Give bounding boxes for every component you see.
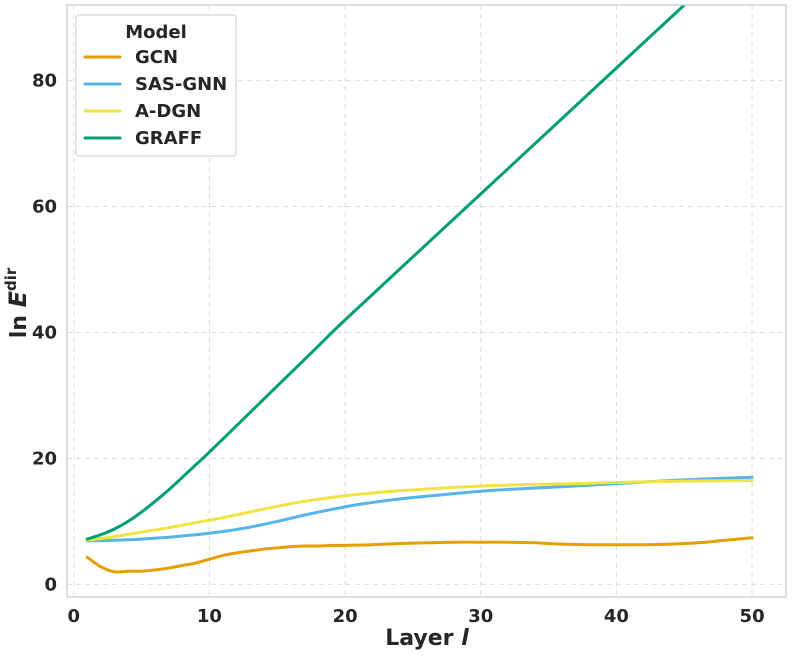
legend: Model GCN SAS-GNN A-DGN GRAFF xyxy=(75,14,237,157)
series-line-graff xyxy=(85,5,686,541)
y-tick-label: 60 xyxy=(32,197,57,218)
y-tick-labels: 0 20 40 60 80 xyxy=(32,71,57,596)
legend-box xyxy=(75,14,237,157)
y-tick-label: 40 xyxy=(32,322,57,343)
plot-frame xyxy=(66,4,787,598)
y-tick-label: 20 xyxy=(32,448,57,469)
x-tick-label: 40 xyxy=(604,606,629,627)
y-tick-label: 0 xyxy=(44,574,57,595)
series-line-sas-gnn xyxy=(85,475,754,543)
x-tick-label: 30 xyxy=(468,606,493,627)
x-tick-label: 20 xyxy=(333,606,358,627)
y-tick-label: 80 xyxy=(32,71,57,92)
x-tick-labels: 0 10 20 30 40 50 xyxy=(68,606,765,627)
x-tick-label: 50 xyxy=(740,606,765,627)
x-tick-label: 10 xyxy=(197,606,222,627)
legend-label-gcn: GCN xyxy=(135,47,178,68)
legend-label-graff: GRAFF xyxy=(135,128,202,149)
series-lines xyxy=(85,5,754,574)
legend-entries: GCN SAS-GNN A-DGN GRAFF xyxy=(83,47,227,149)
series-line-gcn xyxy=(85,536,754,574)
y-axis-label: ln Edir xyxy=(2,267,32,338)
legend-title: Model xyxy=(125,22,187,43)
x-tick-label: 0 xyxy=(68,606,81,627)
legend-label-a-dgn: A-DGN xyxy=(135,101,201,122)
series-line-a-dgn xyxy=(85,479,754,542)
legend-label-sas-gnn: SAS-GNN xyxy=(135,74,227,95)
x-axis-label: Layer l xyxy=(385,626,469,651)
